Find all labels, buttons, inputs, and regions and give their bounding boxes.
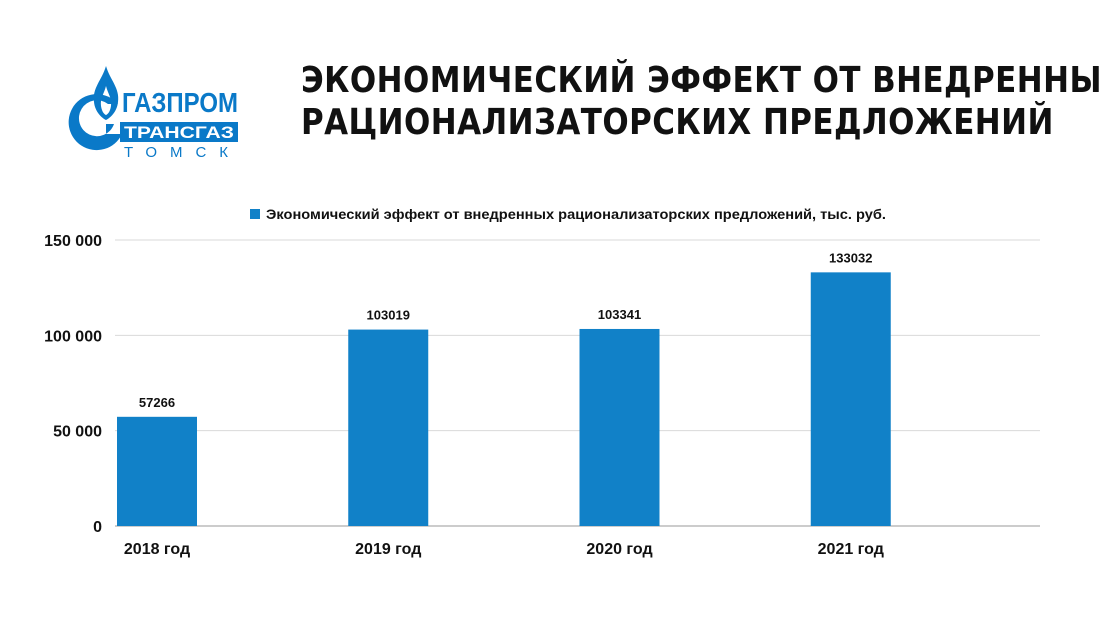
- legend: Экономический эффект от внедренных рацио…: [250, 206, 886, 222]
- x-tick-label: 2021 год: [818, 541, 884, 558]
- data-label: 103341: [598, 307, 641, 322]
- data-label: 103019: [367, 308, 410, 323]
- gazprom-logo: ГАЗПРОМ ТРАНСГАЗ ТОМСК: [68, 66, 238, 160]
- y-axis-ticks: 0 50 000 100 000 150 000: [44, 233, 102, 536]
- bar: [348, 329, 429, 526]
- x-tick-label: 2020 год: [586, 541, 652, 558]
- title-line-1: ЭКОНОМИЧЕСКИЙ ЭФФЕКТ ОТ ВНЕДРЕННЫХ: [301, 60, 1100, 101]
- bar: [117, 416, 197, 526]
- page-title: ЭКОНОМИЧЕСКИЙ ЭФФЕКТ ОТ ВНЕДРЕННЫХ РАЦИО…: [301, 60, 1100, 144]
- logo-band: [120, 122, 238, 142]
- x-axis-ticks: 2018 год 2019 год 2020 год 2021 год: [124, 541, 884, 558]
- y-tick-label: 150 000: [44, 233, 102, 250]
- title-line-2: РАЦИОНАЛИЗАТОРСКИХ ПРЕДЛОЖЕНИЙ: [301, 102, 1054, 143]
- data-labels: 57266 103019 103341 133032: [139, 250, 873, 409]
- bars: [117, 272, 891, 526]
- data-label: 133032: [829, 250, 872, 265]
- logo-name: ГАЗПРОМ: [122, 87, 238, 118]
- g-ring-icon: [68, 94, 122, 151]
- x-tick-label: 2018 год: [124, 541, 190, 558]
- logo-line3: ТОМСК: [124, 144, 236, 160]
- bar: [579, 328, 660, 526]
- y-tick-label: 50 000: [53, 424, 102, 441]
- bar: [810, 272, 891, 526]
- data-label: 57266: [139, 395, 175, 410]
- legend-swatch: [250, 209, 260, 219]
- logo-line2: ТРАНСГАЗ: [124, 123, 234, 142]
- bar-chart: Экономический эффект от внедренных рацио…: [44, 206, 1040, 558]
- x-tick-label: 2019 год: [355, 541, 421, 558]
- legend-label: Экономический эффект от внедренных рацио…: [266, 206, 886, 222]
- y-tick-label: 100 000: [44, 328, 102, 345]
- flame-icon: [93, 66, 119, 120]
- y-tick-label: 0: [93, 519, 102, 536]
- gridlines: [115, 239, 1040, 527]
